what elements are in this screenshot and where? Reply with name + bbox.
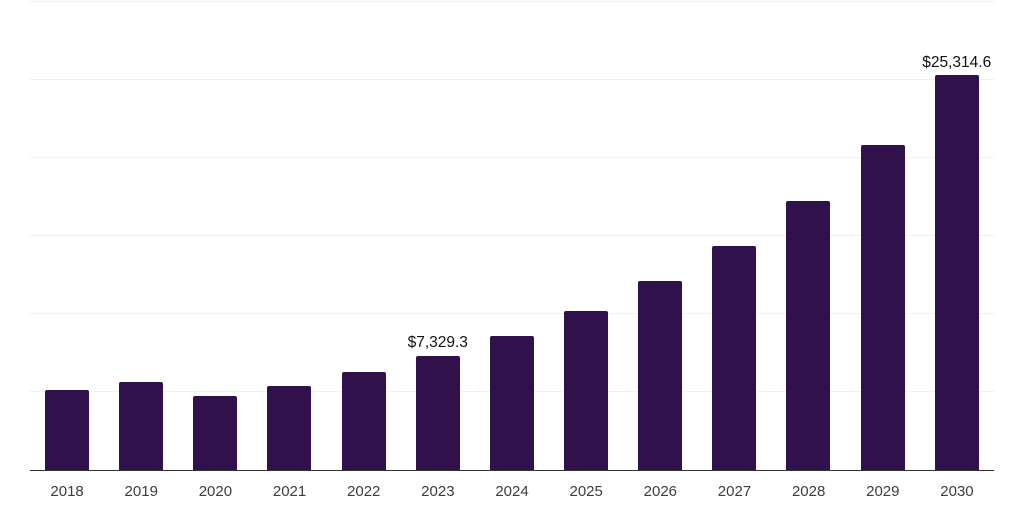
gridline-15000 bbox=[30, 235, 994, 236]
bar-value-label-2023: $7,329.3 bbox=[407, 334, 468, 352]
bar-2030 bbox=[934, 75, 979, 470]
bar-2029 bbox=[860, 144, 905, 470]
x-axis-line bbox=[30, 469, 994, 471]
bar-group-2023: $7,329.3 bbox=[408, 335, 468, 470]
bar-2024 bbox=[489, 335, 534, 470]
bar-group-2030: $25,314.6 bbox=[922, 55, 991, 470]
bar-2025 bbox=[564, 311, 609, 470]
x-tick-label-2030: 2030 bbox=[940, 483, 974, 500]
x-tick-label-2029: 2029 bbox=[866, 483, 900, 500]
gridline-10000 bbox=[30, 313, 994, 314]
bar-value-label-2030: $25,314.6 bbox=[922, 53, 992, 71]
bar-group-2019 bbox=[119, 382, 164, 470]
bar-group-2022 bbox=[341, 372, 386, 470]
gridline-20000 bbox=[30, 157, 994, 158]
bar-group-2028 bbox=[786, 201, 831, 470]
x-tick-label-2024: 2024 bbox=[495, 483, 529, 500]
x-tick-label-2019: 2019 bbox=[124, 483, 158, 500]
bar-2019 bbox=[119, 382, 164, 470]
x-tick-label-2025: 2025 bbox=[569, 483, 603, 500]
bar-group-2020 bbox=[193, 396, 238, 470]
bar-2026 bbox=[638, 281, 683, 470]
x-tick-label-2021: 2021 bbox=[272, 483, 307, 500]
bar-2028 bbox=[786, 201, 831, 470]
x-tick-label-2020: 2020 bbox=[198, 483, 233, 500]
bar-group-2024 bbox=[489, 335, 534, 470]
bar-group-2029 bbox=[860, 144, 905, 470]
plot-area: $7,329.3 $25,314.6 bbox=[30, 1, 994, 471]
x-tick-label-2028: 2028 bbox=[791, 483, 826, 500]
bar-2022 bbox=[341, 372, 386, 470]
bars: $7,329.3 $25,314.6 bbox=[30, 2, 994, 470]
x-axis-labels: 2018 2019 2020 2021 2022 2023 2024 2025 2026 2027… bbox=[30, 484, 994, 499]
bar-2023 bbox=[415, 355, 460, 470]
x-tick-label-2018: 2018 bbox=[50, 483, 84, 500]
bar-2020 bbox=[193, 396, 238, 470]
x-tick-label-2023: 2023 bbox=[421, 483, 455, 500]
bar-2018 bbox=[45, 390, 90, 470]
bar-group-2027 bbox=[712, 246, 757, 470]
bar-group-2026 bbox=[638, 281, 683, 470]
bar-2027 bbox=[712, 246, 757, 470]
gridline-25000 bbox=[30, 79, 994, 80]
x-tick-label-2027: 2027 bbox=[717, 483, 752, 500]
x-tick-label-2022: 2022 bbox=[347, 483, 381, 500]
x-tick-label-2026: 2026 bbox=[643, 483, 678, 500]
gridline-30000 bbox=[30, 1, 994, 2]
bar-group-2021 bbox=[267, 386, 312, 470]
bar-2021 bbox=[267, 386, 312, 470]
bar-group-2018 bbox=[45, 390, 90, 470]
bar-group-2025 bbox=[564, 311, 609, 470]
